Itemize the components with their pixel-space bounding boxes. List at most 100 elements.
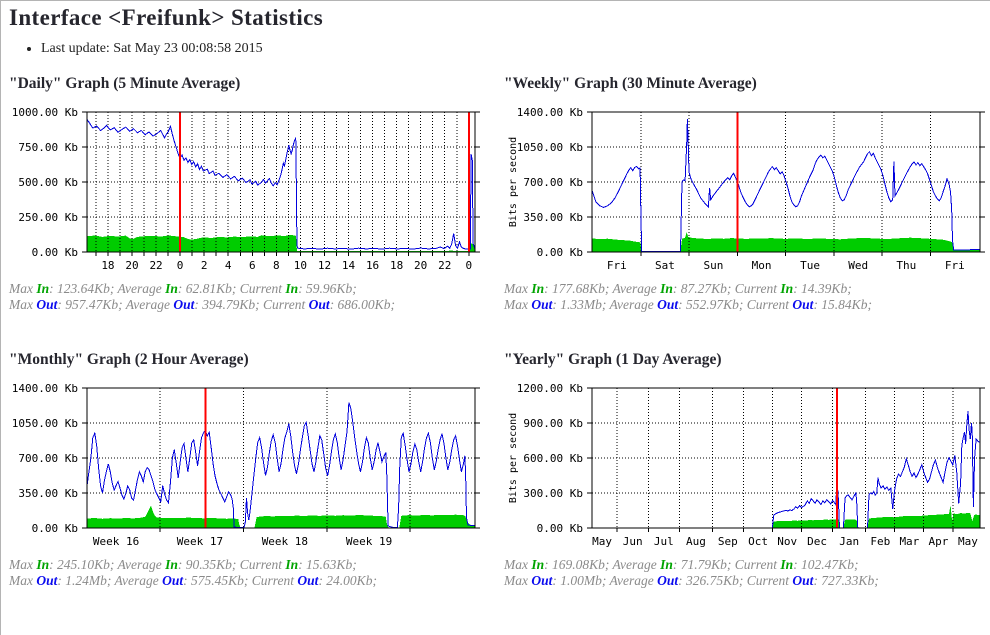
x-tick-label: Sun: [704, 259, 724, 272]
x-tick-label: 4: [225, 259, 232, 272]
x-tick-label: Jun: [623, 535, 643, 548]
x-tick-label: Jul: [654, 535, 674, 548]
x-tick-label: 22: [438, 259, 451, 272]
weekly-traffic-chart: 1400.00 Kb 1050.00 Kb 700.00 Kb 350.00 Kb 0.…: [508, 106, 985, 272]
x-tick-label: 6: [249, 259, 256, 272]
x-tick-label: May: [592, 535, 612, 548]
y-tick-label: 350.00 Kb: [18, 487, 78, 500]
out-label: Out: [657, 573, 679, 588]
monthly-traffic-chart: 1400.00 Kb 1050.00 Kb 700.00 Kb 350.00 Kb 0.…: [12, 382, 480, 548]
yearly-graph-image: 1200.00 Kb 900.00 Kb 600.00 Kb 300.00 Kb 0.0…: [504, 382, 990, 550]
monthly-graph-stats: Max In: 245.10Kb; Average In: 90.35Kb; C…: [9, 557, 496, 589]
x-tick-label: 2: [201, 259, 208, 272]
x-tick-label: 10: [294, 259, 307, 272]
daily-graph-stats: Max In: 123.64Kb; Average In: 62.81Kb; C…: [9, 281, 496, 313]
x-tick-label: Jan: [839, 535, 859, 548]
y-tick-label: 600.00 Kb: [523, 452, 583, 465]
monthly-graph-heading: "Monthly" Graph (2 Hour Average): [9, 351, 249, 368]
out-label: Out: [531, 297, 553, 312]
in-label: In: [285, 557, 299, 572]
daily-in-area: [87, 234, 475, 252]
y-tick-label: 1400.00 Kb: [12, 382, 78, 395]
daily-graph-image: 1000.00 Kb 750.00 Kb 500.00 Kb 250.00 Kb 0.0…: [9, 106, 496, 274]
graph-panel-weekly: "Weekly" Graph (30 Minute Average) 1400.…: [496, 59, 990, 313]
in-label: In: [660, 281, 673, 296]
graph-panel-yearly: "Yearly" Graph (1 Day Average) 1200.00 K…: [496, 335, 990, 589]
yearly-graph-stats: Max In: 169.08Kb; Average In: 71.79Kb; C…: [504, 557, 990, 589]
x-tick-label: May: [958, 535, 978, 548]
x-tick-label: Wed: [848, 259, 868, 272]
daily-traffic-chart: 1000.00 Kb 750.00 Kb 500.00 Kb 250.00 Kb 0.0…: [12, 106, 480, 272]
daily-graph-heading: "Daily" Graph (5 Minute Average): [9, 75, 241, 92]
stats-in-line: Max In: 177.68Kb; Average In: 87.27Kb; C…: [504, 281, 852, 296]
x-tick-label: 8: [273, 259, 280, 272]
y-tick-label: 300.00 Kb: [523, 487, 583, 500]
y-tick-label: 1050.00 Kb: [12, 417, 78, 430]
in-label: In: [531, 281, 545, 296]
weekly-graph-stats: Max In: 177.68Kb; Average In: 87.27Kb; C…: [504, 281, 990, 313]
stats-out-line: Max Out: 1.00Mb; Average Out: 326.75Kb; …: [504, 573, 879, 588]
in-label: In: [285, 281, 299, 296]
x-tick-label: Aug: [686, 535, 706, 548]
in-label: In: [36, 281, 50, 296]
out-label: Out: [308, 297, 330, 312]
in-label: In: [780, 281, 794, 296]
y-tick-label: 1000.00 Kb: [12, 106, 78, 119]
monthly-out-line: [86, 402, 476, 529]
x-tick-label: 14: [342, 259, 356, 272]
x-tick-label: Dec: [807, 535, 827, 548]
x-tick-label: Feb: [870, 535, 890, 548]
y-tick-label: 0.00 Kb: [537, 246, 583, 259]
y-tick-label: 500.00 Kb: [18, 176, 78, 189]
y-tick-label: 250.00 Kb: [18, 211, 78, 224]
y-tick-label: 1400.00 Kb: [517, 106, 583, 119]
in-label: In: [531, 557, 545, 572]
page-title: Interface <Freifunk> Statistics: [9, 5, 324, 30]
in-label: In: [780, 557, 794, 572]
x-tick-label: 16: [366, 259, 379, 272]
in-label: In: [165, 281, 178, 296]
out-label: Out: [162, 573, 184, 588]
out-label: Out: [792, 573, 814, 588]
graph-panel-monthly: "Monthly" Graph (2 Hour Average) 1400.00…: [1, 335, 496, 589]
yearly-traffic-chart: 1200.00 Kb 900.00 Kb 600.00 Kb 300.00 Kb 0.0…: [508, 382, 985, 548]
y-tick-label: 1200.00 Kb: [517, 382, 583, 395]
weekly-graph-heading: "Weekly" Graph (30 Minute Average): [504, 75, 757, 92]
daily-out-line: [86, 119, 476, 250]
x-tick-label: Mon: [752, 259, 772, 272]
x-tick-label: Apr: [929, 535, 949, 548]
x-tick-label: Thu: [896, 259, 916, 272]
stats-out-line: Max Out: 1.33Mb; Average Out: 552.97Kb; …: [504, 297, 872, 312]
x-tick-label: Mar: [899, 535, 919, 548]
out-label: Out: [36, 573, 58, 588]
x-tick-label: 22: [149, 259, 162, 272]
x-tick-label: 12: [318, 259, 331, 272]
y-tick-label: 0.00 Kb: [537, 522, 583, 535]
y-tick-label: 700.00 Kb: [18, 452, 78, 465]
x-tick-label: Sep: [718, 535, 738, 548]
update-list: Last update: Sat May 23 00:08:58 2015: [28, 41, 990, 57]
stats-in-line: Max In: 245.10Kb; Average In: 90.35Kb; C…: [9, 557, 357, 572]
x-tick-label: Week 17: [177, 535, 223, 548]
in-label: In: [165, 557, 178, 572]
y-axis-label: Bits per second: [508, 137, 519, 227]
graph-panel-daily: "Daily" Graph (5 Minute Average) 1000.00…: [1, 59, 496, 313]
stats-out-line: Max Out: 1.24Mb; Average Out: 575.45Kb; …: [9, 573, 377, 588]
monthly-graph-image: 1400.00 Kb 1050.00 Kb 700.00 Kb 350.00 Kb 0.…: [9, 382, 496, 550]
x-tick-label: 20: [414, 259, 427, 272]
stats-out-line: Max Out: 957.47Kb; Average Out: 394.79Kb…: [9, 297, 395, 312]
y-tick-label: 1050.00 Kb: [517, 141, 583, 154]
x-tick-label: Oct: [748, 535, 768, 548]
x-tick-label: 0: [465, 259, 472, 272]
weekly-out-line: [591, 118, 981, 253]
out-label: Out: [657, 297, 679, 312]
out-label: Out: [531, 573, 553, 588]
y-tick-label: 700.00 Kb: [523, 176, 583, 189]
out-label: Out: [173, 297, 195, 312]
y-tick-label: 750.00 Kb: [18, 141, 78, 154]
x-tick-label: 20: [125, 259, 138, 272]
y-tick-label: 350.00 Kb: [523, 211, 583, 224]
yearly-in-area: [772, 504, 980, 528]
y-tick-label: 0.00 Kb: [32, 246, 78, 259]
in-label: In: [660, 557, 673, 572]
